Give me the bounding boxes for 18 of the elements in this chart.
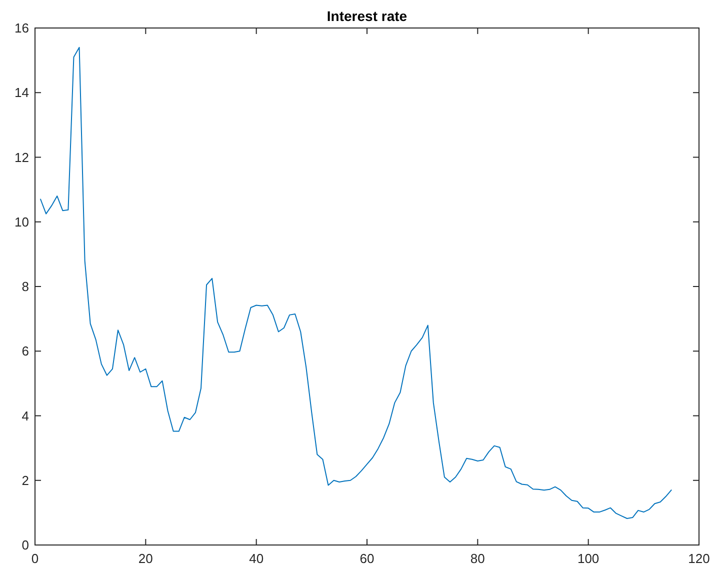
- x-tick-label: 100: [577, 551, 600, 566]
- y-tick-label: 8: [22, 279, 29, 294]
- y-tick-label: 16: [14, 20, 29, 36]
- x-tick-label: 80: [470, 551, 485, 566]
- chart-title: Interest rate: [326, 8, 408, 24]
- y-tick-label: 0: [22, 538, 29, 553]
- y-tick-label: 6: [22, 344, 29, 359]
- y-tick-label: 10: [14, 214, 29, 230]
- x-tick-label: 40: [249, 551, 264, 566]
- x-tick-label: 120: [688, 551, 710, 566]
- y-tick-label: 12: [14, 150, 29, 165]
- y-tick-label: 4: [22, 408, 29, 424]
- x-tick-label: 20: [138, 551, 153, 566]
- x-tick-label: 0: [31, 551, 39, 566]
- x-tick-label: 60: [360, 551, 374, 566]
- line-series: [40, 46, 672, 520]
- y-tick-label: 14: [14, 85, 29, 100]
- y-tick-label: 2: [22, 472, 29, 488]
